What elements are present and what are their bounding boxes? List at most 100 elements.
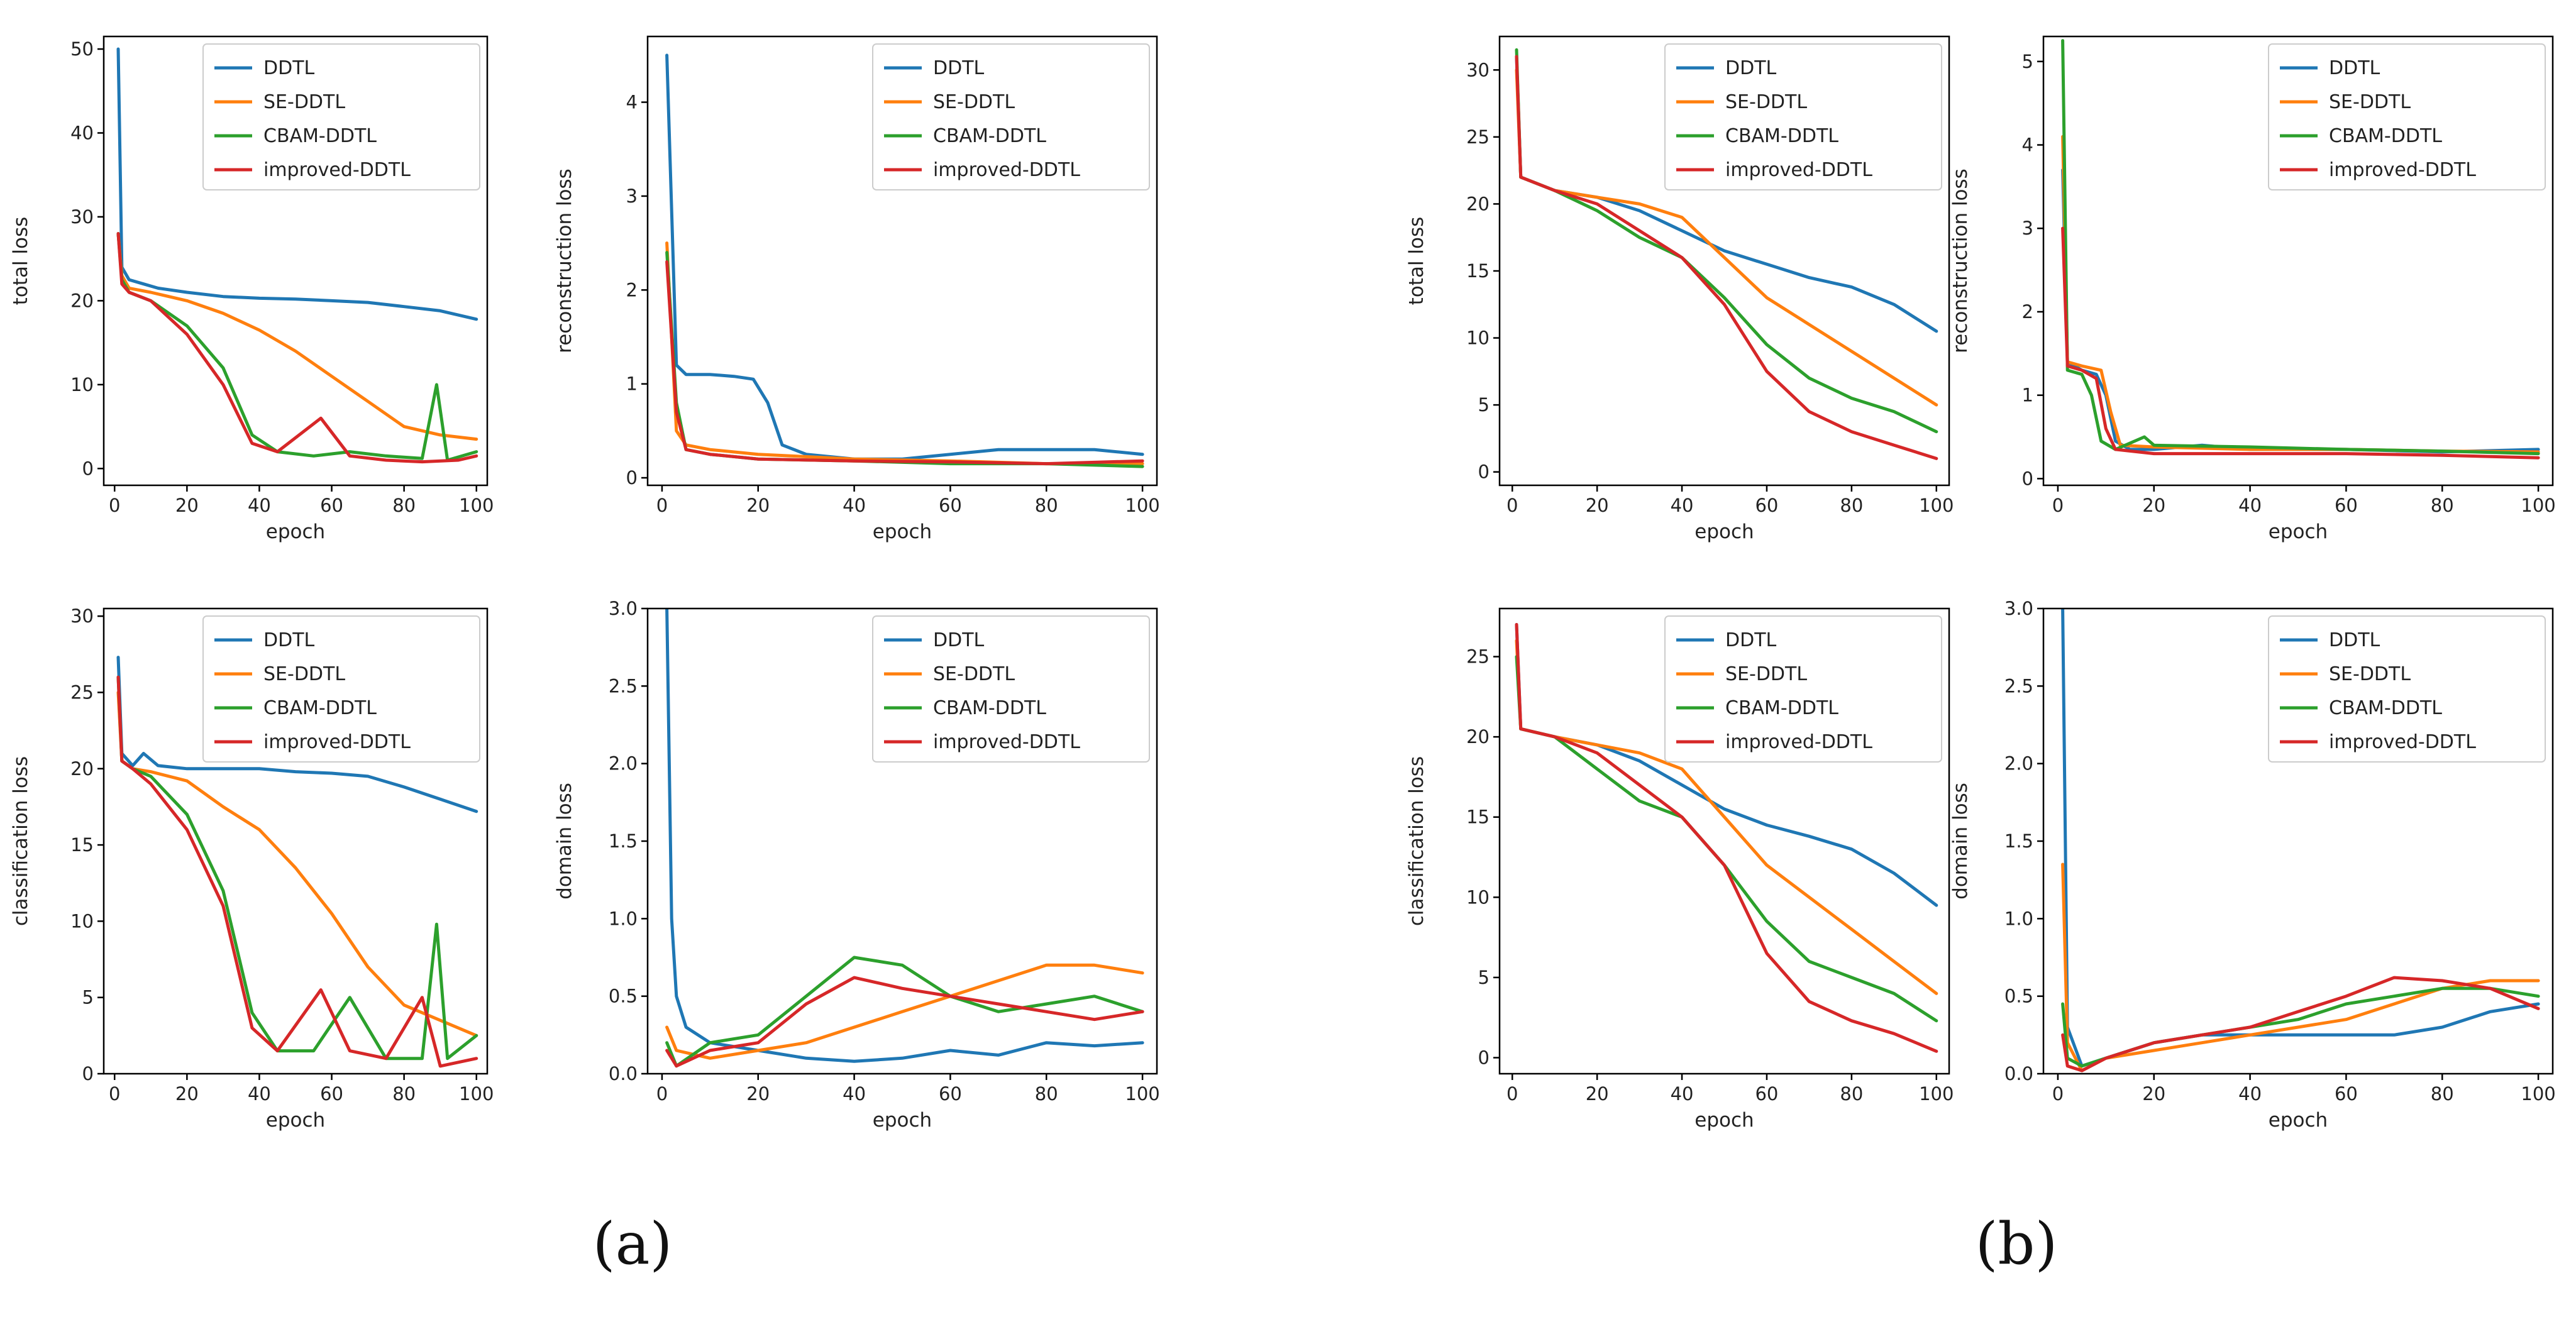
series-line-ddtl bbox=[2061, 168, 2540, 454]
x-tick-label: 60 bbox=[320, 1083, 343, 1105]
legend-entry: SE-DDTL bbox=[263, 663, 345, 685]
y-tick-label: 2.0 bbox=[609, 753, 638, 774]
x-tick-label: 60 bbox=[2335, 495, 2358, 516]
y-tick-label: 1.5 bbox=[2004, 830, 2033, 852]
chart-b4: 0 20 40 60 80 100 0.0 0.5 1.0 1.5 2.0 2.5 3.0 epoch do… bbox=[1949, 598, 2556, 1132]
x-tick-label: 100 bbox=[1919, 1083, 1954, 1105]
series-line-ddtl bbox=[116, 656, 478, 813]
series-group bbox=[2061, 609, 2540, 1072]
x-tick-label: 40 bbox=[843, 1083, 866, 1105]
legend-entry: improved-DDTL bbox=[2329, 159, 2476, 181]
y-tick-label: 15 bbox=[1466, 807, 1490, 828]
series-line-cbam-ddtl bbox=[665, 251, 1144, 468]
series-line-se-ddtl bbox=[2061, 862, 2540, 1072]
axes-frame bbox=[102, 607, 489, 1075]
y-tick-label: 4 bbox=[626, 92, 638, 113]
y-tick-label: 2.0 bbox=[2004, 753, 2033, 774]
y-tick-label: 3.0 bbox=[2004, 598, 2033, 619]
x-tick-label: 100 bbox=[459, 495, 494, 516]
x-axis-label: epoch bbox=[266, 521, 325, 543]
legend-entry: improved-DDTL bbox=[933, 731, 1080, 753]
y-tick-label: 2.5 bbox=[2004, 675, 2033, 697]
y-axis-label: classification loss bbox=[1405, 756, 1428, 926]
x-axis-label: epoch bbox=[2269, 1109, 2328, 1132]
legend-entry: CBAM-DDTL bbox=[933, 125, 1046, 147]
y-tick-label: 30 bbox=[70, 605, 94, 627]
y-tick-label: 25 bbox=[1466, 126, 1490, 148]
axes-frame bbox=[2042, 35, 2554, 487]
x-tick-label: 0 bbox=[1506, 1083, 1518, 1105]
legend-entry: DDTL bbox=[933, 57, 985, 79]
x-tick-label: 100 bbox=[2521, 1083, 2555, 1105]
legend-entry: SE-DDTL bbox=[263, 91, 345, 113]
x-tick-label: 40 bbox=[1671, 1083, 1694, 1105]
axes-frame bbox=[1498, 607, 1950, 1075]
y-axis-label: total loss bbox=[1405, 217, 1428, 306]
series-line-ddtl bbox=[665, 53, 1144, 461]
x-tick-label: 80 bbox=[392, 1083, 416, 1105]
x-tick-label: 100 bbox=[2521, 495, 2555, 516]
caption-a: (a) bbox=[593, 1210, 673, 1277]
legend-entry: DDTL bbox=[263, 57, 315, 79]
x-axis-label: epoch bbox=[266, 1109, 325, 1132]
y-tick-label: 30 bbox=[1466, 59, 1490, 80]
axes-frame bbox=[1498, 35, 1950, 487]
x-axis-label: epoch bbox=[2269, 521, 2328, 543]
series-line-ddtl bbox=[116, 47, 478, 321]
y-tick-label: 30 bbox=[70, 206, 94, 228]
y-tick-label: 20 bbox=[1466, 726, 1490, 747]
series-line-cbam-ddtl bbox=[665, 956, 1144, 1068]
y-axis-label: reconstruction loss bbox=[1949, 168, 1972, 353]
y-tick-label: 10 bbox=[1466, 328, 1490, 349]
x-tick-label: 60 bbox=[2335, 1083, 2358, 1105]
y-tick-label: 2.5 bbox=[609, 675, 638, 697]
x-tick-label: 0 bbox=[109, 495, 120, 516]
y-tick-label: 5 bbox=[82, 987, 94, 1008]
y-tick-label: 0.5 bbox=[609, 986, 638, 1007]
y-tick-label: 3 bbox=[2022, 218, 2033, 239]
series-group bbox=[1515, 623, 1938, 1053]
x-tick-label: 20 bbox=[1586, 495, 1609, 516]
x-tick-label: 0 bbox=[656, 495, 668, 516]
chart-b2: 0 20 40 60 80 100 0 1 2 3 4 5 epoch reconstruction lo… bbox=[1949, 35, 2556, 543]
x-tick-label: 20 bbox=[746, 495, 770, 516]
legend-entry: improved-DDTL bbox=[933, 159, 1080, 181]
y-tick-label: 0 bbox=[626, 467, 638, 488]
legend-box bbox=[2268, 43, 2546, 190]
legend-entry: SE-DDTL bbox=[2329, 663, 2411, 685]
series-line-cbam-ddtl bbox=[116, 232, 478, 462]
series-line-improved-ddtl bbox=[116, 675, 478, 1068]
x-tick-label: 40 bbox=[248, 1083, 271, 1105]
x-tick-label: 40 bbox=[2238, 1083, 2262, 1105]
x-axis-label: epoch bbox=[1694, 1109, 1754, 1132]
legend-entry: SE-DDTL bbox=[933, 663, 1015, 685]
chart-a1: 0 20 40 60 80 100 0 10 20 30 40 50 epoch total loss DD… bbox=[9, 35, 494, 543]
series-line-cbam-ddtl bbox=[2061, 39, 2540, 456]
y-tick-label: 5 bbox=[2022, 51, 2033, 72]
x-tick-label: 20 bbox=[2142, 495, 2165, 516]
x-tick-label: 40 bbox=[2238, 495, 2262, 516]
legend-box bbox=[202, 615, 480, 763]
legend: DDTL SE-DDTL CBAM-DDTL improved-DDTL bbox=[202, 43, 480, 190]
series-line-improved-ddtl bbox=[1515, 623, 1938, 1053]
legend-box bbox=[1664, 615, 1942, 763]
series-line-improved-ddtl bbox=[665, 260, 1144, 466]
x-tick-label: 80 bbox=[2431, 1083, 2454, 1105]
legend: DDTL SE-DDTL CBAM-DDTL improved-DDTL bbox=[2268, 43, 2546, 190]
x-tick-label: 80 bbox=[1840, 495, 1863, 516]
x-tick-label: 100 bbox=[459, 1083, 494, 1105]
x-tick-label: 20 bbox=[2142, 1083, 2165, 1105]
x-axis-label: epoch bbox=[873, 1109, 932, 1132]
y-tick-label: 10 bbox=[70, 910, 94, 932]
y-tick-label: 0.5 bbox=[2004, 986, 2033, 1007]
y-tick-label: 2 bbox=[2022, 301, 2033, 322]
legend-box bbox=[872, 615, 1150, 763]
series-line-improved-ddtl bbox=[665, 976, 1144, 1068]
y-tick-label: 20 bbox=[1466, 193, 1490, 214]
y-tick-label: 0 bbox=[1478, 1047, 1490, 1068]
series-group bbox=[665, 609, 1144, 1068]
y-tick-label: 25 bbox=[1466, 646, 1490, 668]
y-tick-label: 15 bbox=[70, 834, 94, 856]
x-tick-label: 80 bbox=[2431, 495, 2454, 516]
